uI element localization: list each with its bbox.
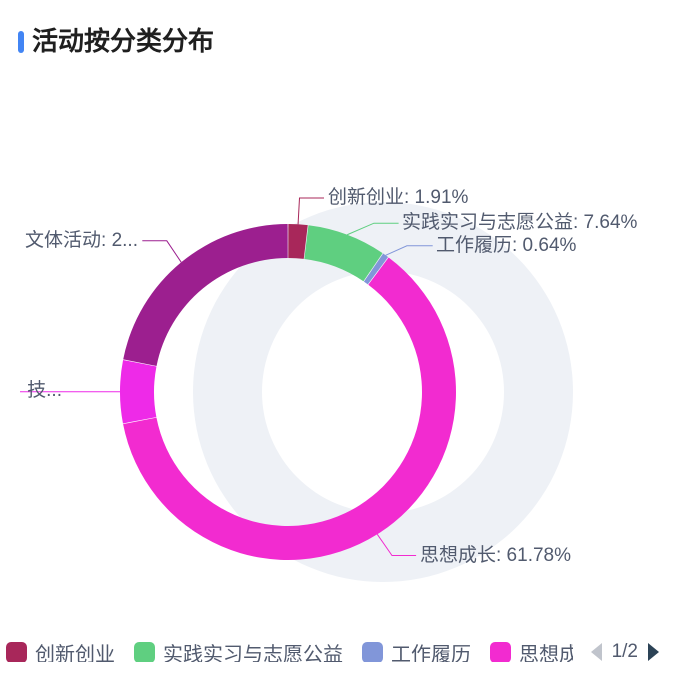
svg-text:创新创业: 1.91%: 创新创业: 1.91%	[328, 186, 469, 208]
svg-text:思想成长: 61.78%: 思想成长: 61.78%	[420, 544, 571, 566]
svg-text:实践实习与志愿公益: 7.64%: 实践实习与志愿公益: 7.64%	[402, 211, 638, 233]
svg-text:工作履历: 0.64%: 工作履历: 0.64%	[436, 234, 577, 256]
svg-text:技...: 技...	[27, 379, 62, 401]
svg-text:文体活动: 2...: 文体活动: 2...	[25, 229, 138, 251]
